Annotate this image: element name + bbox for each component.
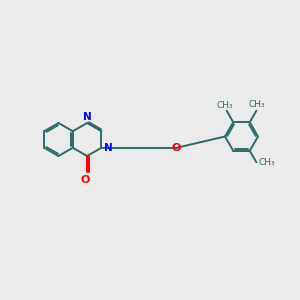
Text: N: N bbox=[83, 112, 92, 122]
Text: O: O bbox=[172, 143, 181, 153]
Text: CH₃: CH₃ bbox=[258, 158, 275, 167]
Text: CH₃: CH₃ bbox=[217, 100, 233, 109]
Text: O: O bbox=[81, 175, 90, 185]
Text: CH₃: CH₃ bbox=[248, 100, 265, 109]
Text: N: N bbox=[104, 143, 112, 153]
